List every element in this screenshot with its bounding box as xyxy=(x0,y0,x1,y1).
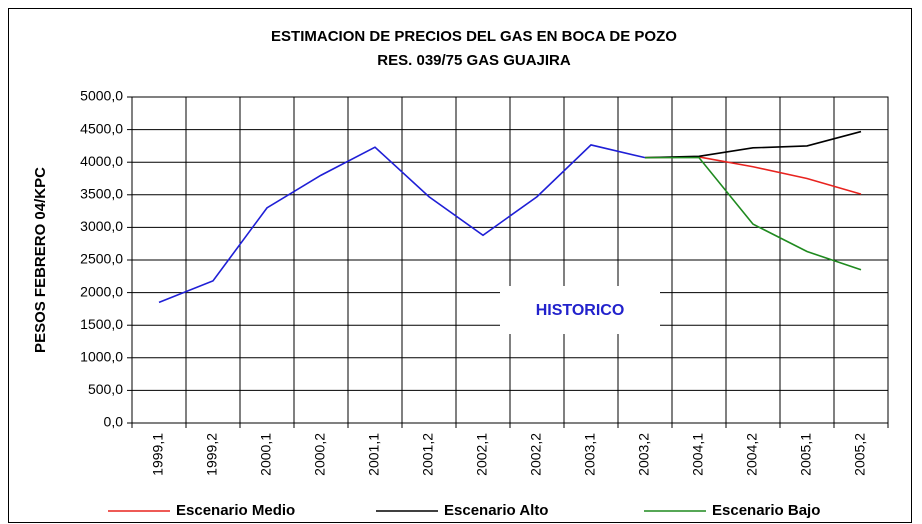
x-tick-label: 2002,2 xyxy=(528,433,544,476)
y-tick-label: 3000,0 xyxy=(80,218,123,234)
legend-label: Escenario Alto xyxy=(444,502,548,519)
legend-label: Escenario Bajo xyxy=(712,502,820,519)
series-line xyxy=(645,156,862,271)
y-tick-label: 500,0 xyxy=(88,381,123,397)
y-tick-label: 4500,0 xyxy=(80,120,123,136)
x-tick-label: 2005,1 xyxy=(798,433,814,476)
y-axis-title: PESOS FEBRERO 04/KPC xyxy=(32,167,49,353)
x-tick-label: 1999,2 xyxy=(204,433,220,476)
x-tick-label: 2003,1 xyxy=(582,433,598,476)
x-tick-label: 2000,1 xyxy=(258,433,274,476)
x-tick-label: 2001,2 xyxy=(420,433,436,476)
series-label-box xyxy=(500,286,660,334)
chart-title: ESTIMACION DE PRECIOS DEL GAS EN BOCA DE… xyxy=(271,28,677,45)
y-tick-label: 1000,0 xyxy=(80,349,123,365)
y-tick-label: 4000,0 xyxy=(80,153,123,169)
y-tick-label: 0,0 xyxy=(104,414,124,430)
series-label: HISTORICO xyxy=(536,302,625,319)
x-tick-label: 2004,1 xyxy=(690,433,706,476)
y-tick-label: 2000,0 xyxy=(80,283,123,299)
x-tick-label: 2002,1 xyxy=(474,433,490,476)
x-tick-label: 2001,1 xyxy=(366,433,382,476)
x-tick-label: 2005,2 xyxy=(852,433,868,476)
x-tick-label: 2003,2 xyxy=(636,433,652,476)
series-line xyxy=(644,130,862,159)
legend-label: Escenario Medio xyxy=(176,502,295,519)
y-tick-label: 1500,0 xyxy=(80,316,123,332)
x-tick-label: 2000,2 xyxy=(312,433,328,476)
y-tick-label: 3500,0 xyxy=(80,186,123,202)
chart-subtitle: RES. 039/75 GAS GUAJIRA xyxy=(377,52,571,69)
x-tick-label: 1999,1 xyxy=(150,433,166,476)
plot-border xyxy=(131,96,889,424)
x-tick-label: 2004,2 xyxy=(744,433,760,476)
series-line xyxy=(158,144,646,304)
y-tick-label: 2500,0 xyxy=(80,251,123,267)
y-tick-label: 5000,0 xyxy=(80,88,123,104)
